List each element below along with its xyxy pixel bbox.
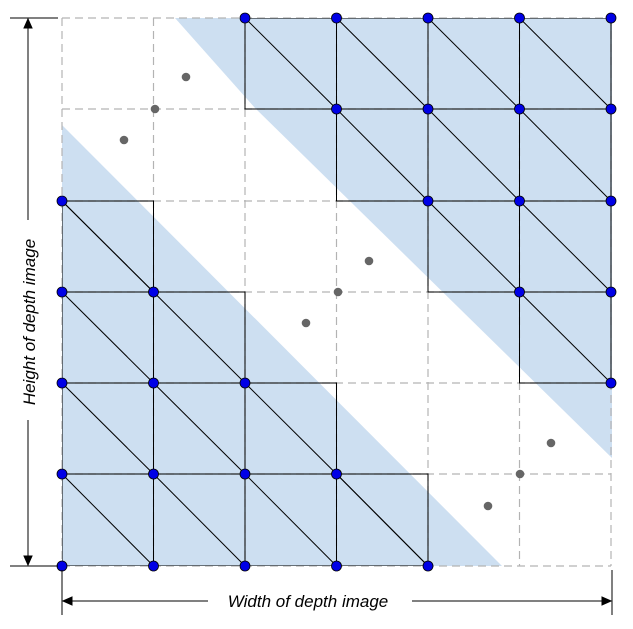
mesh-diagonal	[336, 18, 429, 110]
mesh-diagonal	[62, 382, 154, 475]
mesh-diagonal	[427, 108, 520, 202]
mesh-diagonal	[62, 473, 154, 566]
mesh-diagonal	[519, 108, 612, 202]
projected-points	[119, 72, 556, 511]
vertex-dot	[605, 12, 617, 24]
height-label: Height of depth image	[20, 239, 39, 405]
upper-right-region	[175, 18, 612, 458]
height-dimension	[10, 17, 58, 567]
mesh-diagonal	[62, 200, 154, 293]
vertex-dot	[605, 377, 617, 389]
width-label: Width of depth image	[228, 592, 389, 611]
vertex-dot	[56, 195, 68, 207]
mesh-diagonal	[519, 291, 612, 384]
vertex-dot	[239, 560, 251, 572]
vertex-dot	[239, 12, 251, 24]
vertex-dot	[148, 286, 159, 298]
vertex-dot	[331, 12, 342, 24]
projected-point	[119, 135, 129, 145]
mesh-diagonal	[519, 18, 612, 110]
vertex-dot	[148, 377, 159, 389]
mesh-diagonal	[244, 473, 337, 566]
mesh-vertices	[56, 12, 617, 572]
mesh-diagonal	[62, 291, 154, 384]
mesh-diagonal	[153, 382, 246, 475]
vertex-dot	[56, 468, 68, 480]
projected-point	[364, 256, 374, 266]
vertex-dot	[605, 195, 617, 207]
vertex-dot	[514, 12, 525, 24]
mesh-diagonal	[244, 18, 337, 110]
vertex-dot	[56, 560, 68, 572]
triangle-mesh	[62, 18, 612, 566]
vertex-dot	[148, 468, 159, 480]
lower-left-region	[62, 125, 502, 566]
vertex-dot	[422, 12, 434, 24]
mesh-diagonal	[336, 108, 429, 202]
vertex-dot	[148, 560, 159, 572]
vertex-dot	[331, 103, 342, 115]
vertex-dot	[331, 560, 342, 572]
mesh-diagonal	[153, 473, 246, 566]
mesh-diagonal	[427, 18, 520, 110]
width-dimension	[61, 570, 613, 615]
vertex-dot	[239, 468, 251, 480]
vertex-dot	[56, 286, 68, 298]
vertex-dot	[514, 195, 525, 207]
vertex-dot	[239, 377, 251, 389]
vertex-dot	[331, 468, 342, 480]
vertex-dot	[514, 286, 525, 298]
projected-point	[546, 438, 556, 448]
vertex-dot	[422, 195, 434, 207]
mesh-diagonal	[519, 200, 612, 293]
projected-point	[181, 72, 191, 82]
mesh-diagonal	[427, 200, 520, 293]
vertex-dot	[514, 103, 525, 115]
projected-point	[483, 501, 493, 511]
projected-point	[515, 469, 525, 479]
mesh-diagonal	[244, 382, 337, 475]
vertex-dot	[56, 377, 68, 389]
vertex-dot	[422, 560, 434, 572]
vertex-dot	[605, 103, 617, 115]
mesh-diagonal	[153, 291, 246, 384]
vertex-dot	[605, 286, 617, 298]
vertex-dot	[422, 103, 434, 115]
projected-point	[333, 287, 343, 297]
mesh-diagonal	[336, 473, 429, 566]
projected-point	[301, 318, 311, 328]
projected-point	[150, 104, 160, 114]
